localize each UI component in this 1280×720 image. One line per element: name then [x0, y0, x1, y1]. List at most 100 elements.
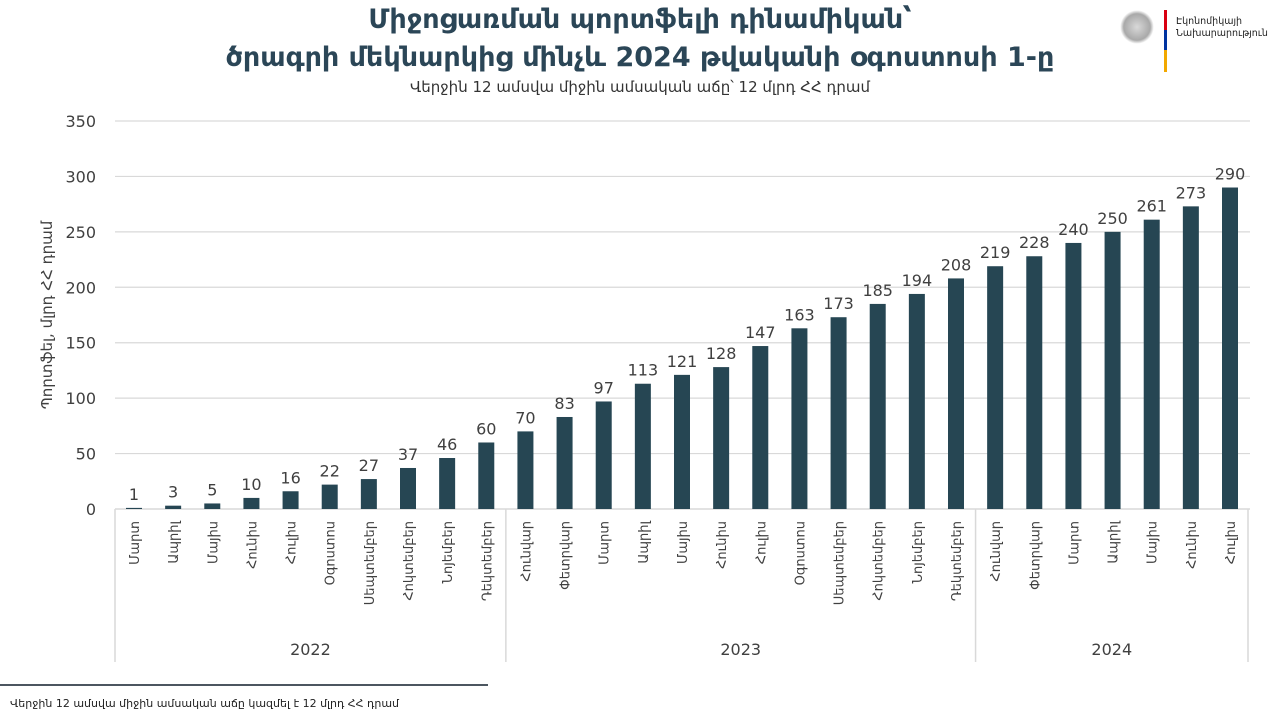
- data-label: 16: [280, 468, 300, 487]
- chart-title-line-2: ծրագրի մեկնարկից մինչև 2024 թվականի օգոս…: [225, 42, 1055, 73]
- x-tick-label: Մայիս: [676, 521, 691, 564]
- x-tick-label: Փետրվար: [559, 521, 574, 590]
- bar: [243, 497, 260, 509]
- x-tick-label: Հունվար: [989, 521, 1004, 582]
- bar: [1026, 256, 1043, 509]
- bar: [126, 507, 142, 509]
- bar: [674, 374, 690, 509]
- x-group-label: 2022: [290, 640, 331, 659]
- x-tick-label: Փետրվար: [1028, 521, 1043, 590]
- data-label: 250: [1097, 209, 1128, 228]
- bar: [360, 479, 377, 509]
- x-tick-label: Հունիս: [1185, 521, 1200, 569]
- data-label: 290: [1215, 165, 1246, 184]
- x-tick-label: Օգոստոս: [793, 521, 808, 585]
- x-tick-label: Մայիս: [1146, 521, 1161, 564]
- bar: [1182, 206, 1199, 510]
- flag-stripe-orange: [1164, 50, 1167, 72]
- data-label: 5: [207, 480, 217, 499]
- y-tick-label: 250: [65, 223, 96, 242]
- data-label: 97: [594, 378, 614, 397]
- x-tick-label: Ապրիլ: [1107, 521, 1122, 564]
- data-label: 128: [706, 344, 737, 363]
- y-tick-label: 350: [65, 112, 96, 131]
- y-tick-label: 0: [86, 500, 96, 519]
- footer-note: Վերջին 12 ամսվա միջին ամսական աճը կազմել…: [10, 697, 400, 710]
- chart-title-line-1: Միջոցառման պորտֆելի դինամիկան՝: [368, 4, 912, 35]
- x-tick-label: Սեպտեմբեր: [363, 521, 378, 605]
- x-tick-label: Մայիս: [206, 521, 221, 564]
- y-tick-label: 150: [65, 334, 96, 353]
- bar: [869, 303, 886, 509]
- flag-stripe-blue: [1164, 30, 1167, 50]
- ministry-name-line-2: Նախարարություն: [1176, 28, 1268, 39]
- data-label: 60: [476, 419, 496, 438]
- x-tick-label: Օգոստոս: [324, 521, 339, 585]
- bar: [556, 416, 573, 509]
- data-label: 163: [784, 305, 815, 324]
- bar: [1222, 187, 1238, 509]
- bar: [752, 346, 769, 509]
- bar: [517, 431, 534, 509]
- data-label: 185: [862, 281, 893, 300]
- bar: [595, 401, 612, 509]
- bar: [1104, 231, 1121, 509]
- x-tick-label: Մարտ: [598, 521, 613, 565]
- data-label: 10: [241, 475, 261, 494]
- bar: [791, 328, 808, 509]
- bars: [126, 187, 1238, 510]
- data-label: 208: [941, 255, 972, 274]
- bar: [478, 442, 495, 509]
- x-tick-label: Հուլիս: [285, 521, 300, 564]
- y-tick-label: 100: [65, 389, 96, 408]
- bar: [321, 484, 338, 509]
- ministry-name-line-1: Էկոնոմիկայի: [1176, 16, 1243, 27]
- x-tick-label: Հոկտեմբեր: [402, 521, 417, 601]
- x-tick-label: Հունվար: [519, 521, 534, 582]
- footer-divider: [0, 684, 488, 686]
- data-label: 173: [823, 294, 854, 313]
- x-group-label: 2023: [720, 640, 761, 659]
- bar: [1065, 242, 1082, 509]
- bar: [948, 278, 964, 509]
- x-group-label: 2024: [1091, 640, 1132, 659]
- bar: [439, 458, 456, 509]
- data-label: 46: [437, 435, 457, 454]
- ministry-logo: Էկոնոմիկայի Նախարարություն: [1120, 8, 1280, 78]
- data-label: 1: [129, 485, 139, 504]
- y-tick-label: 200: [65, 278, 96, 297]
- data-label: 121: [667, 352, 698, 371]
- x-tick-label: Հուլիս: [754, 521, 769, 564]
- bar: [165, 505, 182, 509]
- x-tick-label: Հուլիս: [1224, 521, 1239, 564]
- x-tick-label: Մարտ: [1067, 521, 1082, 565]
- data-label: 228: [1019, 233, 1050, 252]
- chart-subtitle: Վերջին 12 ամսվա միջին ամսական աճը՝ 12 մլ…: [409, 78, 871, 96]
- bar: [1143, 219, 1160, 510]
- data-label: 261: [1136, 197, 1167, 216]
- data-labels: 1 3 5 10 16 22 27 37 46 60 70 83 97 113 121 128 147 163 17…: [129, 165, 1245, 504]
- data-label: 70: [515, 408, 535, 427]
- bar: [400, 467, 416, 509]
- data-label: 3: [168, 483, 178, 502]
- data-label: 27: [359, 456, 379, 475]
- x-tick-label: Նոյեմբեր: [441, 521, 456, 583]
- data-label: 37: [398, 445, 418, 464]
- axes: 0 50 100 150 200 250 300 350: [65, 112, 1250, 662]
- data-label: 194: [902, 271, 933, 290]
- ministry-name: Էկոնոմիկայի Նախարարություն: [1176, 16, 1268, 40]
- flag-stripe-red: [1164, 10, 1167, 30]
- bar: [908, 293, 925, 509]
- y-tick-label: 50: [76, 445, 96, 464]
- x-tick-label: Նոյեմբեր: [911, 521, 926, 583]
- data-label: 147: [745, 323, 776, 342]
- x-tick-label: Ապրիլ: [637, 521, 652, 564]
- bar: [830, 317, 847, 509]
- y-tick-label: 300: [65, 167, 96, 186]
- x-tick-label: Դեկտեմբեր: [950, 521, 965, 601]
- x-tick-label: Հունիս: [715, 521, 730, 569]
- x-axis-labels: Մարտ Ապրիլ Մայիս Հունիս Հուլիս Օգոստոս Սեպտեմբ…: [128, 521, 1239, 659]
- data-label: 83: [554, 394, 574, 413]
- data-label: 22: [320, 462, 340, 481]
